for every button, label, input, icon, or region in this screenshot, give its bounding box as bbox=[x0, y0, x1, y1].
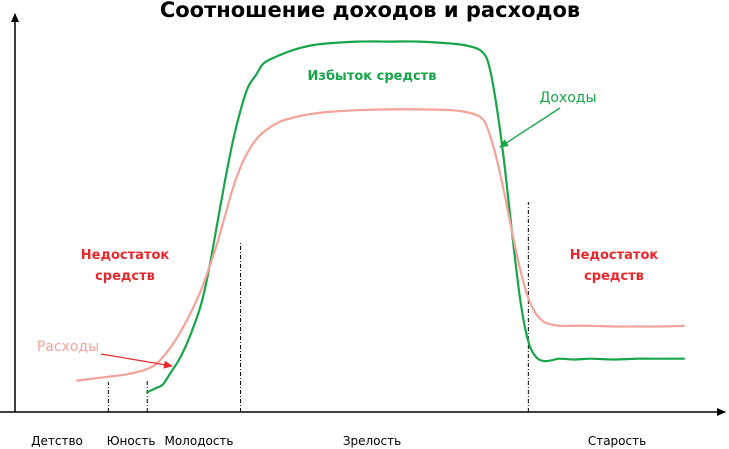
tick-label-adolescence: Юность bbox=[107, 434, 156, 448]
expenses-line bbox=[76, 108, 685, 382]
annotation-shortage-left: Недостаток средств bbox=[81, 248, 170, 284]
tick-label-maturity: Зрелость bbox=[343, 434, 401, 448]
annotation-surplus: Избыток средств bbox=[308, 69, 437, 84]
income-line bbox=[146, 40, 685, 394]
legend-arrow-income bbox=[499, 107, 561, 148]
legend-label-income: Доходы bbox=[539, 90, 596, 106]
tick-label-youth: Молодость bbox=[164, 434, 233, 448]
annotation-shortage-right: Недостаток средств bbox=[570, 248, 659, 284]
chart-title: Соотношение доходов и расходов bbox=[160, 0, 580, 22]
life-stage-boundaries bbox=[107, 202, 529, 412]
tick-label-childhood: Детство bbox=[31, 434, 83, 448]
legend-label-expenses: Расходы bbox=[37, 339, 99, 355]
legend-arrow-expenses bbox=[100, 353, 173, 369]
tick-label-old-age: Старость bbox=[588, 434, 646, 448]
